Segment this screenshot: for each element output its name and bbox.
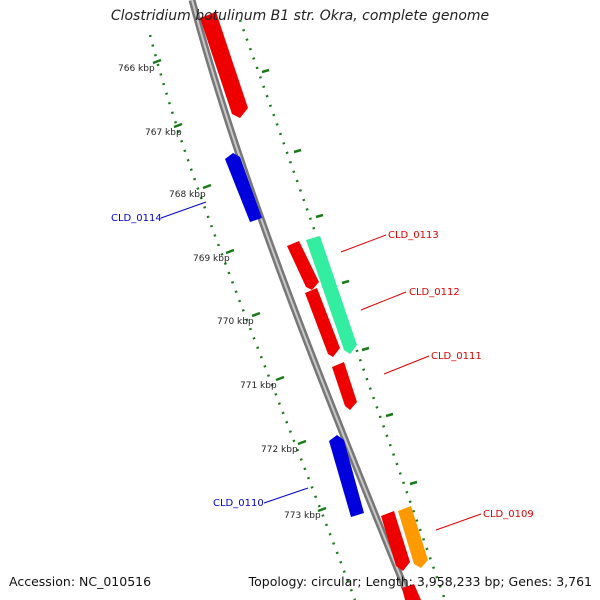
leader-cld-0114	[160, 201, 207, 219]
gene-forward[interactable]	[200, 12, 248, 118]
tick-label: 766 kbp	[118, 64, 155, 74]
gene-forward[interactable]	[332, 362, 357, 410]
tick-label: 770 kbp	[217, 317, 254, 327]
tick-label: 772 kbp	[261, 445, 298, 455]
tick-label: 768 kbp	[169, 190, 206, 200]
outer-tick-ring	[238, 19, 447, 600]
genome-backbone-highlight	[191, 0, 411, 600]
gene-cld-0114[interactable]	[225, 153, 262, 222]
gene-label-cld-0110[interactable]: CLD_0110	[213, 498, 264, 509]
tick-label: 769 kbp	[193, 254, 230, 264]
outer-major-ticks	[261, 68, 418, 486]
leader-cld-0111	[383, 355, 430, 375]
genome-summary-text: Topology: circular; Length: 3,958,233 bp…	[248, 574, 592, 589]
leader-cld-0112	[360, 291, 407, 311]
gene-label-cld-0114[interactable]: CLD_0114	[111, 213, 162, 224]
inner-major-ticks	[152, 58, 327, 513]
gene-cld-0110[interactable]	[329, 435, 364, 517]
reverse-genes	[225, 153, 364, 517]
leader-cld-0110	[263, 487, 309, 504]
gene-labels: CLD_0113 CLD_0112 CLD_0111 CLD_0109 CLD_…	[111, 213, 534, 520]
gene-cld-0113[interactable]	[306, 236, 357, 354]
forward-genes	[200, 12, 428, 600]
gene-forward[interactable]	[381, 511, 410, 571]
leader-cld-0109	[435, 513, 482, 531]
gene-forward[interactable]	[287, 241, 319, 290]
leader-cld-0113	[340, 234, 387, 253]
label-leaders	[160, 201, 482, 531]
tick-label: 767 kbp	[145, 128, 182, 138]
tick-label: 771 kbp	[240, 381, 277, 391]
gene-label-cld-0109[interactable]: CLD_0109	[483, 509, 534, 520]
gene-forward[interactable]	[402, 584, 421, 600]
gene-label-cld-0112[interactable]: CLD_0112	[409, 287, 460, 298]
tick-labels: 766 kbp 767 kbp 768 kbp 769 kbp 770 kbp …	[118, 64, 321, 521]
gene-forward[interactable]	[305, 288, 340, 357]
gene-cld-0109[interactable]	[398, 506, 428, 568]
gene-label-cld-0113[interactable]: CLD_0113	[388, 230, 439, 241]
tick-label: 773 kbp	[284, 511, 321, 521]
gene-label-cld-0111[interactable]: CLD_0111	[431, 351, 482, 362]
map-title: Clostridium botulinum B1 str. Okra, comp…	[110, 8, 490, 24]
accession-text: Accession: NC_010516	[9, 574, 152, 589]
